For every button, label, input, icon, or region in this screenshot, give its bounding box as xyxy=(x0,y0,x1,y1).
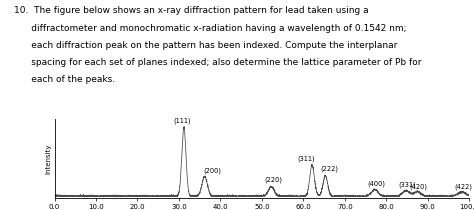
Y-axis label: Intensity: Intensity xyxy=(46,143,52,174)
Text: (400): (400) xyxy=(367,180,385,187)
Text: each diffraction peak on the pattern has been indexed. Compute the interplanar: each diffraction peak on the pattern has… xyxy=(14,41,398,50)
Text: 10.  The figure below shows an x-ray diffraction pattern for lead taken using a: 10. The figure below shows an x-ray diff… xyxy=(14,6,369,15)
Text: diffractometer and monochromatic x-radiation having a wavelength of 0.1542 nm;: diffractometer and monochromatic x-radia… xyxy=(14,24,407,33)
Text: (311): (311) xyxy=(297,155,315,162)
Text: (200): (200) xyxy=(203,168,221,174)
Text: (422): (422) xyxy=(454,184,472,190)
Text: spacing for each set of planes indexed; also determine the lattice parameter of : spacing for each set of planes indexed; … xyxy=(14,58,422,67)
Text: (331): (331) xyxy=(399,182,416,188)
Text: (420): (420) xyxy=(410,183,428,190)
Text: each of the peaks.: each of the peaks. xyxy=(14,75,115,84)
Text: (220): (220) xyxy=(264,177,283,183)
Text: (222): (222) xyxy=(320,165,338,172)
Text: (111): (111) xyxy=(173,118,191,124)
